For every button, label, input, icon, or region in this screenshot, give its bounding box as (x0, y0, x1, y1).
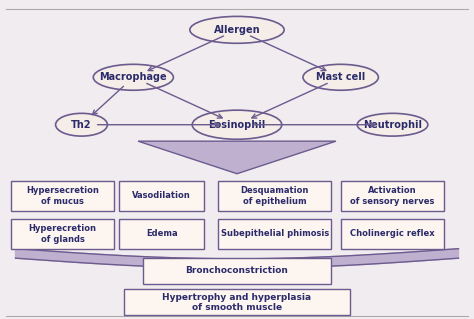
Text: Mast cell: Mast cell (316, 72, 365, 82)
FancyBboxPatch shape (119, 219, 204, 249)
Text: Hypertrophy and hyperplasia
of smooth muscle: Hypertrophy and hyperplasia of smooth mu… (163, 293, 311, 312)
Ellipse shape (55, 113, 108, 136)
FancyBboxPatch shape (11, 181, 115, 211)
Text: Subepithelial phimosis: Subepithelial phimosis (220, 229, 329, 238)
Text: Hypersecretion
of mucus: Hypersecretion of mucus (26, 186, 99, 205)
Polygon shape (138, 141, 336, 174)
Text: Activation
of sensory nerves: Activation of sensory nerves (350, 186, 435, 205)
FancyBboxPatch shape (218, 219, 331, 249)
Text: Eosinophil: Eosinophil (209, 120, 265, 130)
Text: Bronchoconstriction: Bronchoconstriction (185, 266, 289, 275)
FancyBboxPatch shape (11, 219, 115, 249)
Text: Th2: Th2 (71, 120, 92, 130)
Ellipse shape (303, 64, 378, 90)
FancyBboxPatch shape (119, 181, 204, 211)
Text: Macrophage: Macrophage (100, 72, 167, 82)
Polygon shape (16, 249, 458, 268)
FancyBboxPatch shape (218, 181, 331, 211)
Text: Hyperecretion
of glands: Hyperecretion of glands (28, 224, 97, 243)
Ellipse shape (190, 16, 284, 43)
Text: Desquamation
of epithelium: Desquamation of epithelium (240, 186, 309, 205)
Text: Allergen: Allergen (214, 25, 260, 35)
Text: Vasodilation: Vasodilation (132, 191, 191, 200)
FancyBboxPatch shape (341, 181, 444, 211)
Ellipse shape (93, 64, 173, 90)
Text: Cholinergic reflex: Cholinergic reflex (350, 229, 435, 238)
Ellipse shape (192, 110, 282, 139)
Text: Neutrophil: Neutrophil (363, 120, 422, 130)
FancyBboxPatch shape (124, 289, 350, 315)
FancyBboxPatch shape (143, 258, 331, 284)
FancyBboxPatch shape (341, 219, 444, 249)
Ellipse shape (357, 113, 428, 136)
Text: Edema: Edema (146, 229, 177, 238)
